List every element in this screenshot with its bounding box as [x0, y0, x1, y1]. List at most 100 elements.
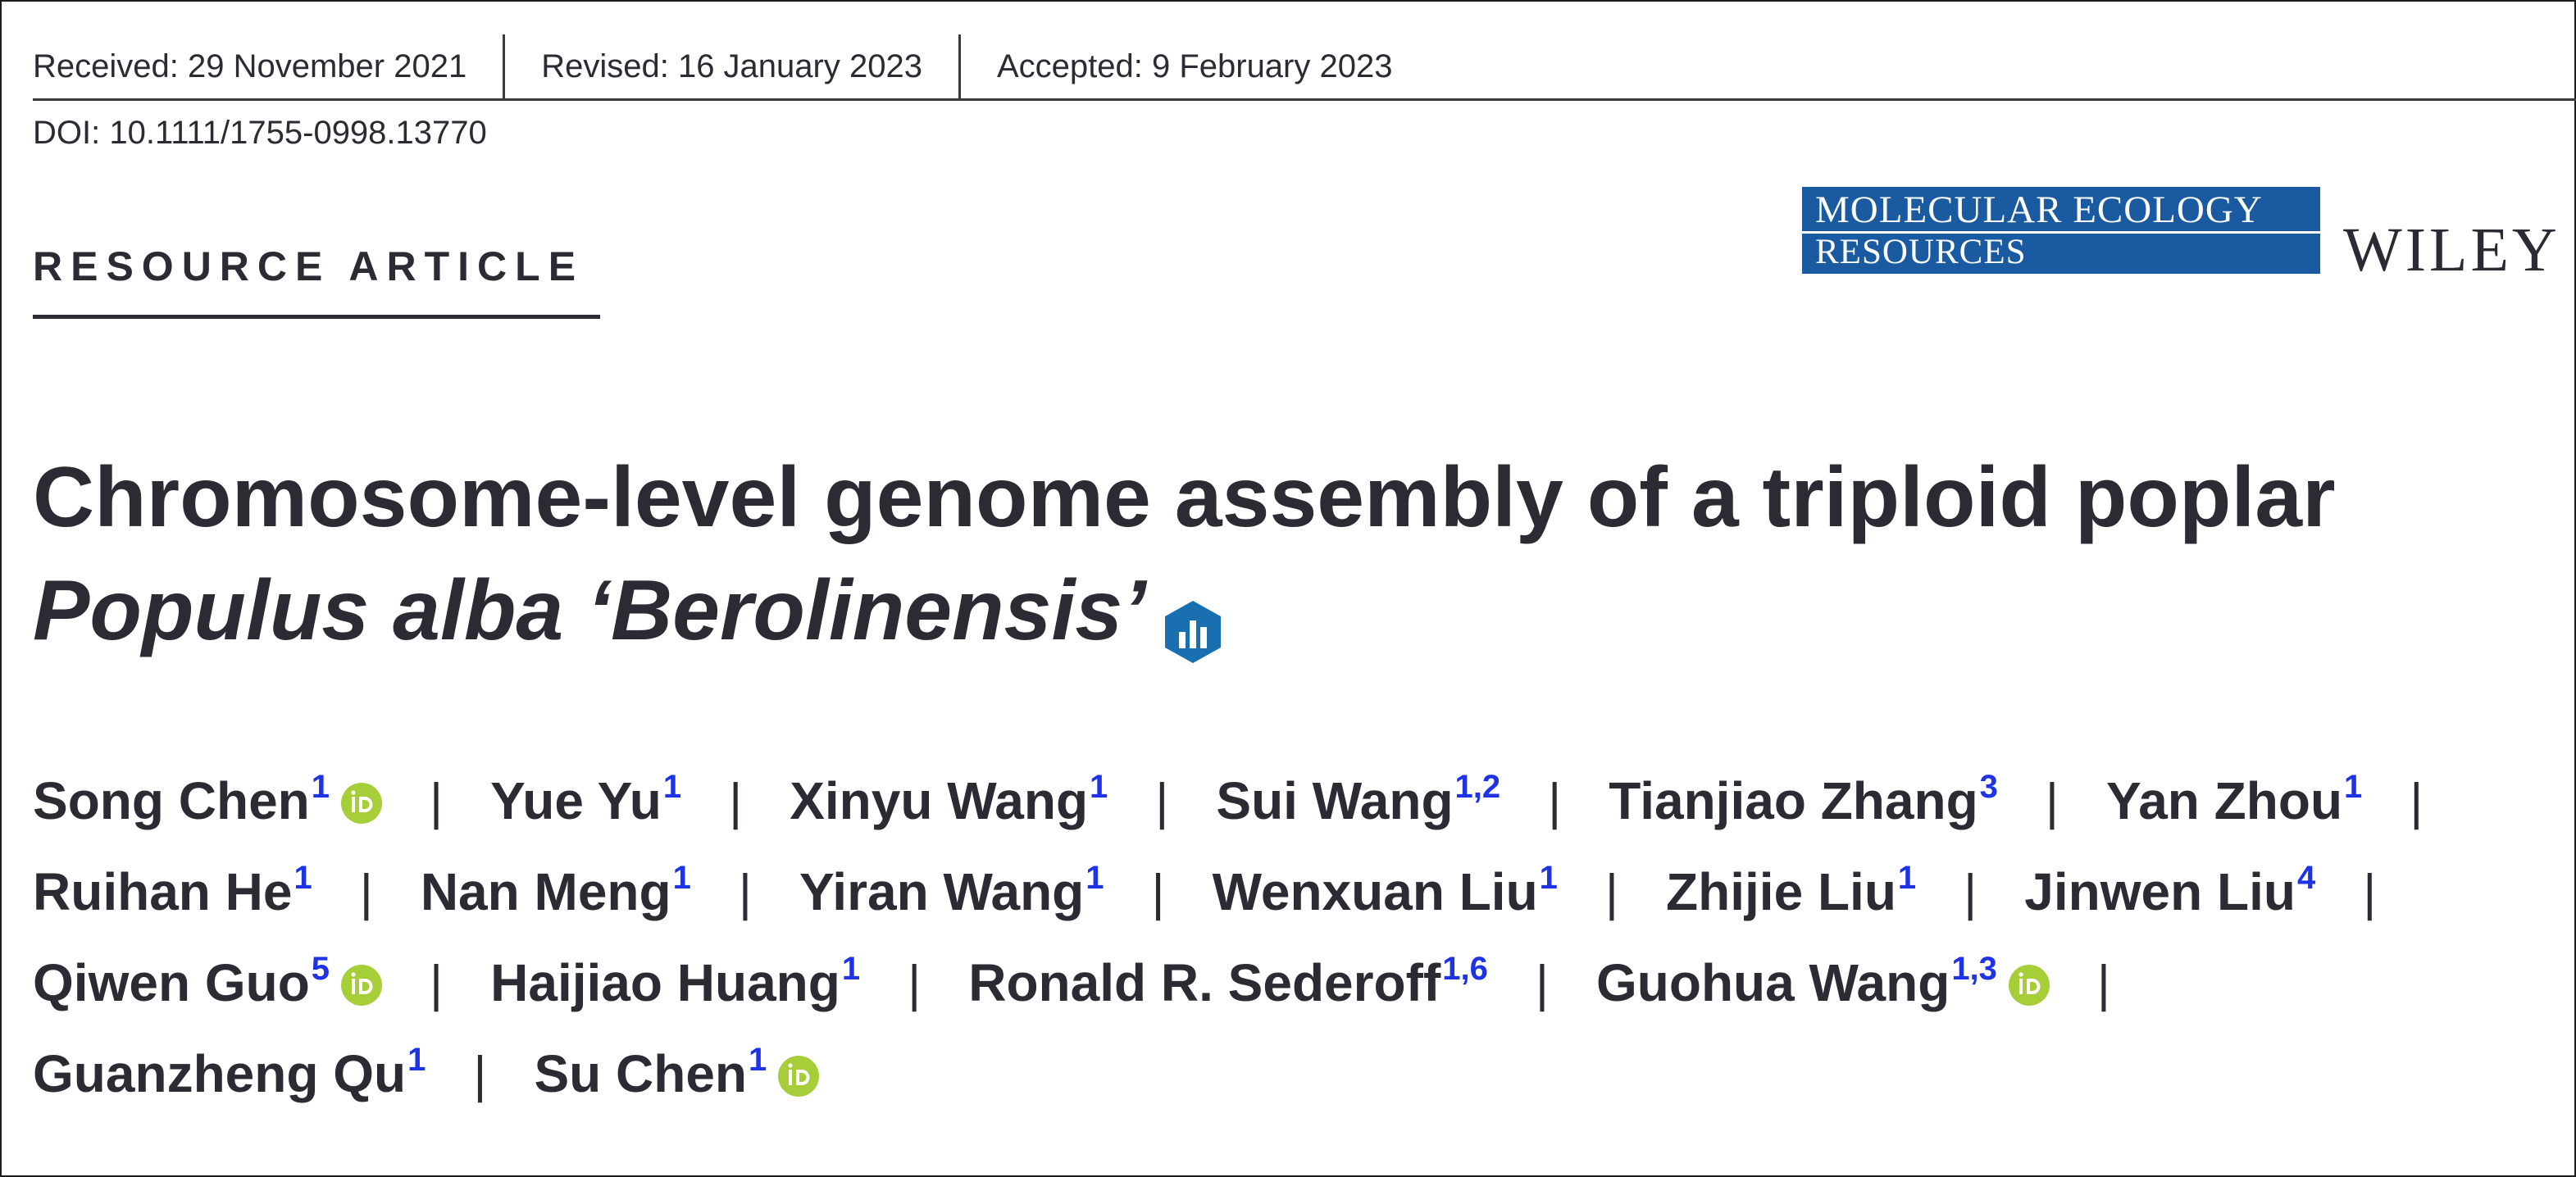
- orcid-icon[interactable]: [341, 957, 383, 1006]
- affiliation-marker[interactable]: 1,2: [1454, 769, 1501, 805]
- author[interactable]: Tianjiao Zhang 3: [1609, 769, 1998, 831]
- article-type: RESOURCE ARTICLE: [33, 243, 585, 289]
- author[interactable]: Yue Yu 1: [490, 769, 682, 831]
- author-name[interactable]: Xinyu Wang: [790, 771, 1089, 830]
- author[interactable]: Sui Wang 1,2: [1216, 769, 1501, 831]
- history-dates: Received: 29 November 2021 Revised: 16 J…: [33, 34, 1392, 98]
- author[interactable]: Yiran Wang 1: [799, 860, 1104, 922]
- author-separator: |: [2410, 774, 2424, 830]
- affiliation-marker[interactable]: 1,6: [1442, 951, 1488, 987]
- author-separator: |: [1548, 774, 1562, 830]
- author-name[interactable]: Song Chen: [33, 771, 310, 830]
- affiliation-marker[interactable]: 1: [2344, 769, 2363, 805]
- author-separator: |: [729, 774, 743, 830]
- doi[interactable]: DOI: 10.1111/1755-0998.13770: [33, 115, 487, 151]
- author-name[interactable]: Ronald R. Sederoff: [968, 953, 1441, 1012]
- author[interactable]: Song Chen 1: [33, 769, 382, 831]
- journal-name-line1: MOLECULAR ECOLOGY: [1815, 189, 2263, 231]
- author-line: Guanzheng Qu 1 | Su Chen 1: [33, 1042, 2576, 1134]
- orcid-icon[interactable]: [341, 775, 382, 824]
- author[interactable]: Yan Zhou 1: [2106, 769, 2363, 831]
- author-name[interactable]: Zhijie Liu: [1666, 862, 1896, 921]
- author[interactable]: Zhijie Liu 1: [1666, 860, 1917, 922]
- author[interactable]: Guohua Wang 1,3: [1595, 951, 2050, 1013]
- author-name[interactable]: Jinwen Liu: [2024, 862, 2296, 921]
- author-name[interactable]: Qiwen Guo: [33, 953, 310, 1012]
- orcid-icon[interactable]: [2008, 957, 2050, 1006]
- author[interactable]: Wenxuan Liu 1: [1212, 860, 1558, 922]
- author-separator: |: [908, 956, 922, 1012]
- author-name[interactable]: Sui Wang: [1216, 771, 1454, 830]
- author-separator: |: [1535, 956, 1549, 1012]
- author[interactable]: Jinwen Liu 4: [2024, 860, 2316, 922]
- title-species: Populus alba ‘Berolinensis’: [33, 563, 1147, 658]
- journal-name-line2: RESOURCES: [1815, 233, 2027, 271]
- author-name[interactable]: Ruihan He: [33, 862, 293, 921]
- author-separator: |: [1155, 774, 1169, 830]
- author-name[interactable]: Yue Yu: [490, 771, 662, 830]
- author-list: Song Chen 1 | Yue Yu 1 | Xinyu Wang 1 | Sui Wang 1…: [33, 769, 2576, 1134]
- author-name[interactable]: Wenxuan Liu: [1212, 862, 1538, 921]
- author-line: Qiwen Guo 5 | Haijiao Huang 1 | Ronald R. Sede…: [33, 951, 2576, 1043]
- affiliation-marker[interactable]: 1: [1085, 860, 1104, 896]
- author-name[interactable]: Yan Zhou: [2106, 771, 2343, 830]
- author[interactable]: Haijiao Huang 1: [490, 951, 861, 1013]
- author-separator: |: [1151, 865, 1165, 921]
- title-line-1: Chromosome-level genome assembly of a tr…: [33, 450, 2336, 545]
- author-separator: |: [359, 865, 373, 921]
- date-separator: [503, 34, 506, 98]
- author-name[interactable]: Yiran Wang: [799, 862, 1085, 921]
- affiliation-marker[interactable]: 3: [1979, 769, 1998, 805]
- author[interactable]: Ronald R. Sederoff 1,6: [968, 951, 1488, 1013]
- affiliation-marker[interactable]: 1: [294, 860, 312, 896]
- author-name[interactable]: Su Chen: [534, 1044, 748, 1103]
- affiliation-marker[interactable]: 1: [1090, 769, 1108, 805]
- author-name[interactable]: Guohua Wang: [1595, 953, 1950, 1012]
- author[interactable]: Qiwen Guo 5: [33, 951, 383, 1013]
- affiliation-marker[interactable]: 1: [311, 769, 330, 805]
- received-date: Received: 29 November 2021: [33, 48, 467, 84]
- author[interactable]: Nan Meng 1: [420, 860, 691, 922]
- journal-logo[interactable]: MOLECULAR ECOLOGY RESOURCES: [1802, 187, 2320, 274]
- article-title: Chromosome-level genome assembly of a tr…: [33, 441, 2336, 667]
- date-separator: [958, 34, 961, 98]
- author-separator: |: [2045, 774, 2059, 830]
- header-rule: [33, 98, 2576, 101]
- author-separator: |: [430, 956, 444, 1012]
- author[interactable]: Ruihan He 1: [33, 860, 312, 922]
- orcid-icon[interactable]: [778, 1048, 820, 1097]
- author-line: Ruihan He 1 | Nan Meng 1 | Yiran Wang 1 | Wenxuan…: [33, 860, 2576, 952]
- affiliation-marker[interactable]: 1: [407, 1042, 426, 1078]
- affiliation-marker[interactable]: 1: [662, 769, 682, 805]
- author-name[interactable]: Tianjiao Zhang: [1609, 771, 1978, 830]
- affiliation-marker[interactable]: 1: [672, 860, 691, 896]
- author-name[interactable]: Guanzheng Qu: [33, 1044, 407, 1103]
- title-line-2: Populus alba ‘Berolinensis’: [33, 554, 2336, 667]
- author-separator: |: [2363, 865, 2377, 921]
- author-name[interactable]: Nan Meng: [420, 862, 671, 921]
- accepted-date: Accepted: 9 February 2023: [996, 48, 1393, 84]
- affiliation-marker[interactable]: 5: [311, 951, 330, 987]
- author-separator: |: [1964, 865, 1978, 921]
- author[interactable]: Su Chen 1: [534, 1042, 820, 1104]
- affiliation-marker[interactable]: 1: [1539, 860, 1558, 896]
- author-separator: |: [738, 865, 752, 921]
- author-separator: |: [2096, 956, 2111, 1012]
- author-name[interactable]: Haijiao Huang: [490, 953, 840, 1012]
- affiliation-marker[interactable]: 1: [749, 1042, 767, 1078]
- publisher-logo[interactable]: WILEY: [2343, 216, 2560, 284]
- affiliation-marker[interactable]: 1: [841, 951, 861, 987]
- author-separator: |: [1604, 865, 1619, 921]
- affiliation-marker[interactable]: 1,3: [1951, 951, 1997, 987]
- author-line: Song Chen 1 | Yue Yu 1 | Xinyu Wang 1 | Sui Wang 1…: [33, 769, 2576, 861]
- revised-date: Revised: 16 January 2023: [541, 48, 922, 84]
- journal-logo-divider: [1802, 231, 2320, 234]
- author[interactable]: Xinyu Wang 1: [790, 769, 1108, 831]
- author[interactable]: Guanzheng Qu 1: [33, 1042, 426, 1104]
- article-type-underline: [33, 315, 600, 319]
- affiliation-marker[interactable]: 1: [1897, 860, 1917, 896]
- affiliation-marker[interactable]: 4: [2296, 860, 2316, 896]
- open-data-badge-icon[interactable]: [1161, 579, 1225, 663]
- author-separator: |: [430, 774, 444, 830]
